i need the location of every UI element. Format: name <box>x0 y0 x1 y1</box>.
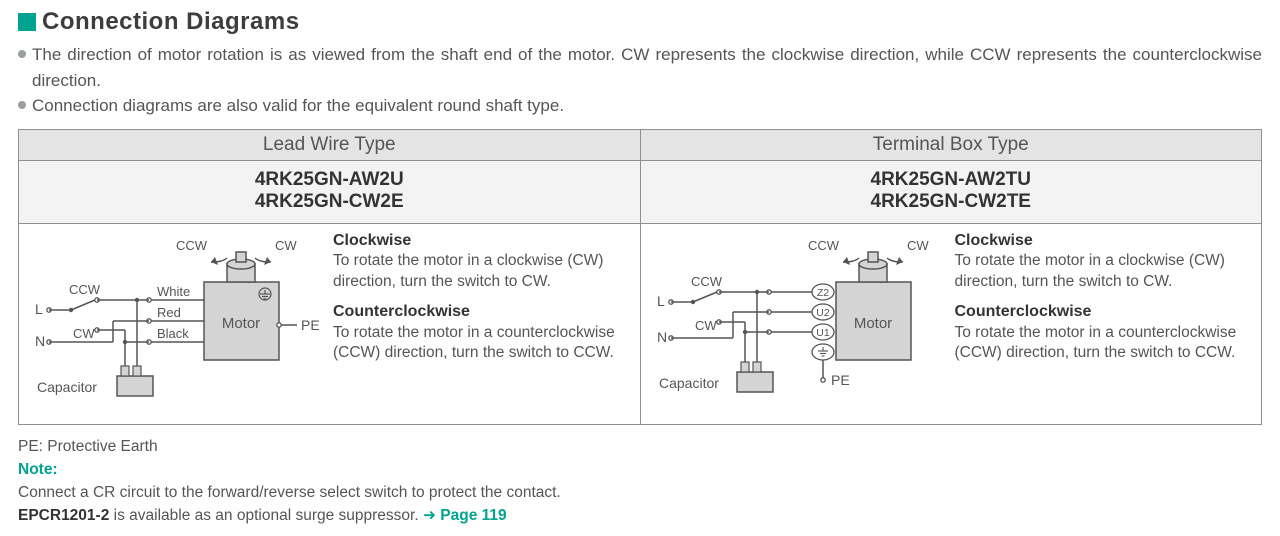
label-cw-switch: CW <box>73 326 95 341</box>
models-lead-wire: 4RK25GN-AW2U 4RK25GN-CW2E <box>19 160 641 223</box>
wire-color: Black <box>157 326 189 341</box>
label-l: L <box>35 301 43 317</box>
model-number: 4RK25GN-CW2E <box>19 191 640 213</box>
direction-description: Clockwise To rotate the motor in a clock… <box>333 230 630 365</box>
diagram-cell-terminal-box: CCW CW Motor Z2 U2 U1 <box>640 223 1262 424</box>
ccw-body: To rotate the motor in a counterclockwis… <box>955 323 1252 365</box>
label-motor: Motor <box>853 315 891 332</box>
heading-square-icon <box>18 13 36 31</box>
label-ccw-top: CCW <box>807 238 839 253</box>
model-number: 4RK25GN-AW2U <box>19 169 640 191</box>
ccw-title: Counterclockwise <box>333 301 630 323</box>
label-motor: Motor <box>222 315 260 332</box>
pe-definition: PE: Protective Earth <box>18 435 1262 458</box>
bullet-row: Connection diagrams are also valid for t… <box>18 93 1262 119</box>
bullet-text: Connection diagrams are also valid for t… <box>32 93 1262 119</box>
label-ccw-switch: CCW <box>691 274 723 289</box>
cw-title: Clockwise <box>333 230 630 252</box>
wiring-diagram-terminal-box: CCW CW Motor Z2 U2 U1 <box>651 230 941 410</box>
intro-bullets: The direction of motor rotation is as vi… <box>18 42 1262 119</box>
label-n: N <box>657 329 667 345</box>
label-capacitor: Capacitor <box>659 375 719 391</box>
models-terminal-box: 4RK25GN-AW2TU 4RK25GN-CW2TE <box>640 160 1262 223</box>
wire-color: White <box>157 284 190 299</box>
label-l: L <box>657 293 665 309</box>
label-cw-switch: CW <box>695 318 717 333</box>
terminal-label: U2 <box>816 307 830 319</box>
page-reference: Page 119 <box>440 507 506 524</box>
label-ccw-switch: CCW <box>69 282 101 297</box>
suppressor-line: EPCR1201-2 is available as an optional s… <box>18 504 1262 527</box>
bullet-text: The direction of motor rotation is as vi… <box>32 42 1262 93</box>
bullet-row: The direction of motor rotation is as vi… <box>18 42 1262 93</box>
terminal-label: U1 <box>816 327 830 339</box>
col-header-lead-wire: Lead Wire Type <box>19 129 641 160</box>
section-heading: Connection Diagrams <box>18 8 1262 36</box>
wiring-diagram-lead-wire: CCW CW Motor PE <box>29 230 319 410</box>
col-header-terminal-box: Terminal Box Type <box>640 129 1262 160</box>
label-ccw-top: CCW <box>176 238 208 253</box>
label-pe: PE <box>831 372 850 388</box>
note-label: Note: <box>18 458 1262 481</box>
heading-title: Connection Diagrams <box>42 8 300 36</box>
cw-body: To rotate the motor in a clockwise (CW) … <box>955 251 1252 293</box>
connection-table: Lead Wire Type Terminal Box Type 4RK25GN… <box>18 129 1262 425</box>
label-cw-top: CW <box>275 238 297 253</box>
model-number: 4RK25GN-AW2TU <box>641 169 1262 191</box>
suppressor-text: is available as an optional surge suppre… <box>109 507 423 524</box>
model-number: 4RK25GN-CW2TE <box>641 191 1262 213</box>
footnotes: PE: Protective Earth Note: Connect a CR … <box>18 435 1262 528</box>
label-cw-top: CW <box>907 238 929 253</box>
terminal-label: Z2 <box>816 287 828 299</box>
ccw-body: To rotate the motor in a counterclockwis… <box>333 323 630 365</box>
note-body: Connect a CR circuit to the forward/reve… <box>18 481 1262 504</box>
wire-color: Red <box>157 305 181 320</box>
ccw-title: Counterclockwise <box>955 301 1252 323</box>
bullet-dot-icon <box>18 101 26 109</box>
diagram-cell-lead-wire: CCW CW Motor PE <box>19 223 641 424</box>
direction-description: Clockwise To rotate the motor in a clock… <box>955 230 1252 365</box>
label-capacitor: Capacitor <box>37 379 97 395</box>
bullet-dot-icon <box>18 50 26 58</box>
label-pe: PE <box>301 317 319 333</box>
cw-body: To rotate the motor in a clockwise (CW) … <box>333 251 630 293</box>
arrow-icon: ➜ <box>423 507 440 524</box>
suppressor-model: EPCR1201-2 <box>18 507 109 524</box>
label-n: N <box>35 333 45 349</box>
cw-title: Clockwise <box>955 230 1252 252</box>
